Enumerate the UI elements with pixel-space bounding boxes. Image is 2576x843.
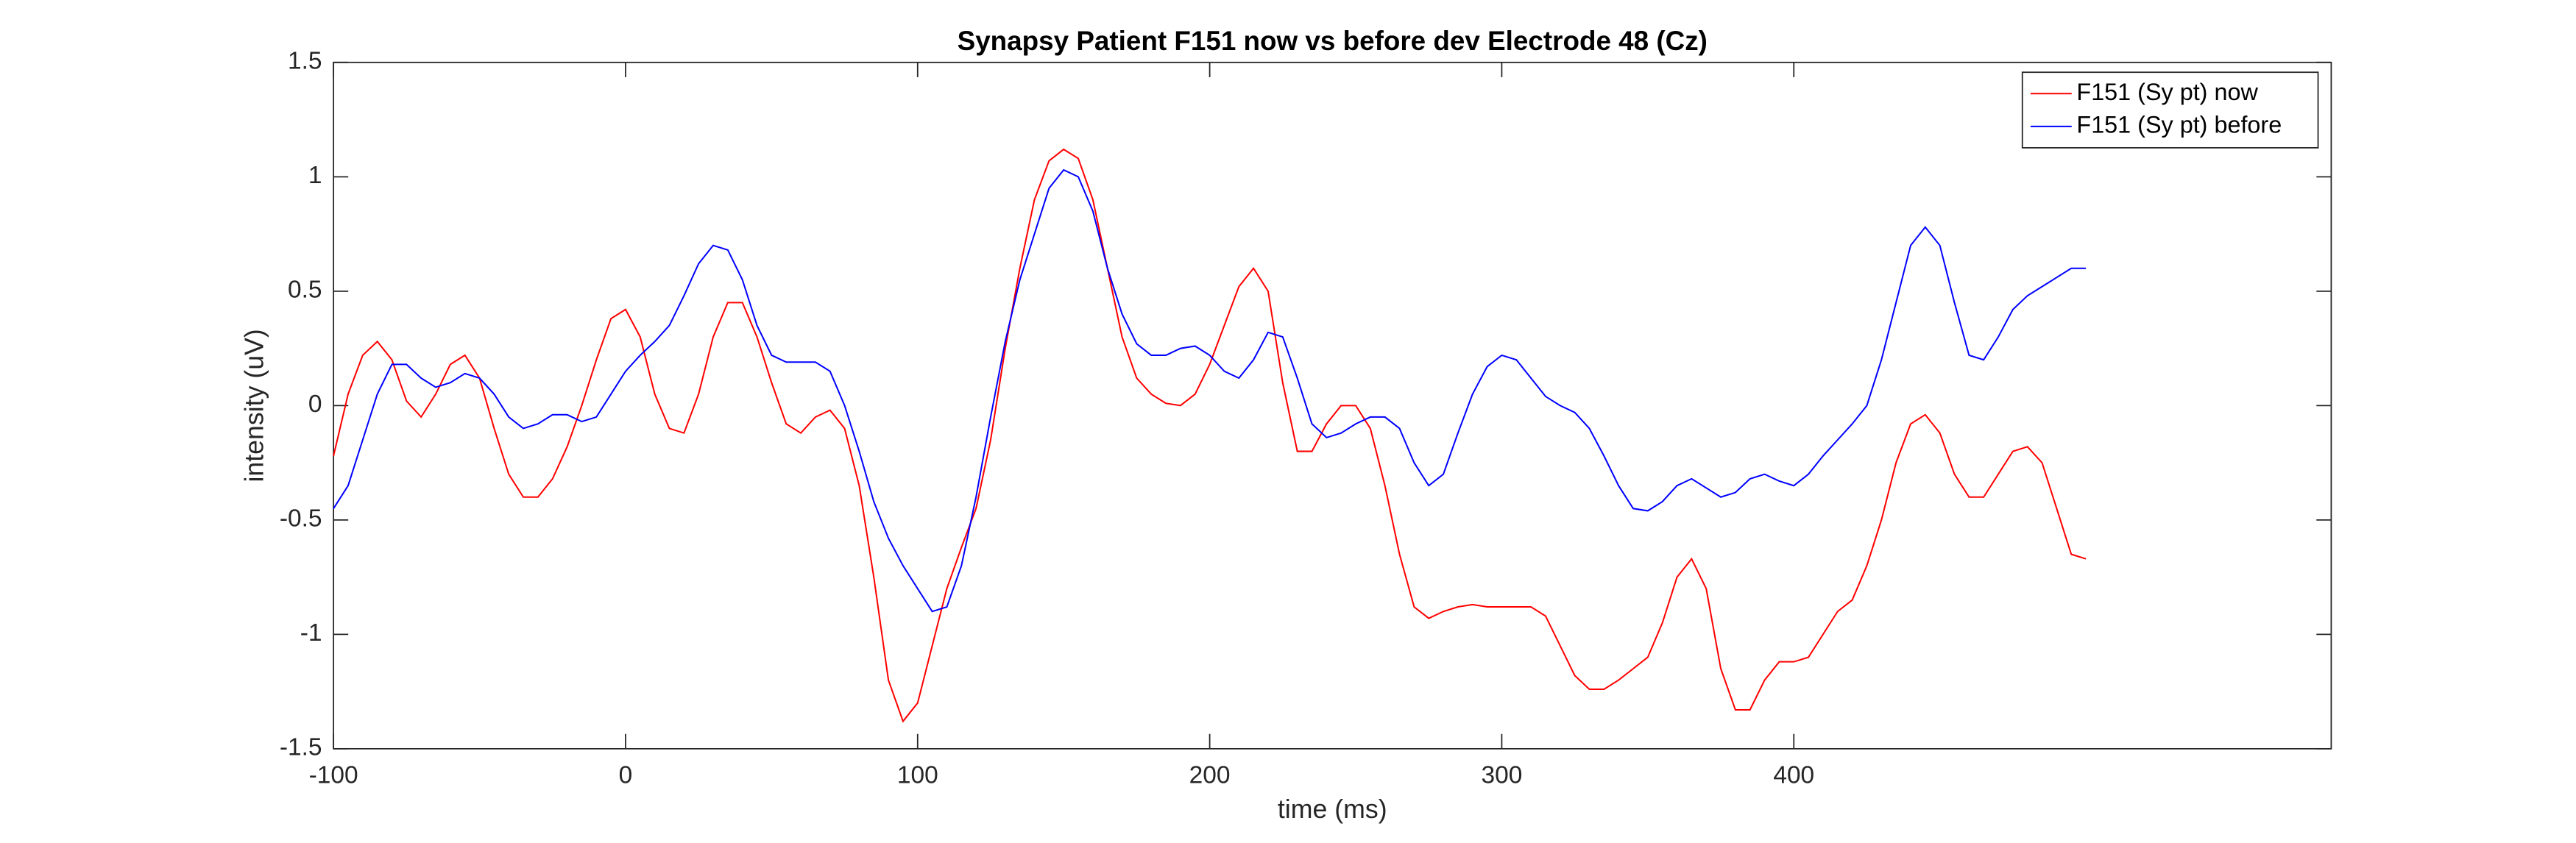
y-tick-label: -0.5 — [280, 505, 322, 533]
y-tick-label: 1 — [308, 162, 322, 189]
x-tick-label: 400 — [1773, 762, 1814, 789]
line-series — [333, 148, 2087, 723]
y-tick-label: 1.5 — [288, 48, 322, 75]
y-tick-label: -1.5 — [280, 734, 322, 761]
y-tick-label: 0.5 — [288, 277, 322, 304]
y-tick-label: -1 — [300, 619, 322, 647]
x-tick-label: -100 — [309, 762, 358, 789]
legend-label: F151 (Sy pt) now — [2076, 79, 2258, 105]
chart-title: Synapsy Patient F151 now vs before dev E… — [958, 26, 1708, 56]
y-axis-label: intensity (uV) — [240, 329, 269, 482]
legend-label: F151 (Sy pt) before — [2076, 111, 2282, 138]
y-tick-label: 0 — [308, 391, 322, 418]
x-axis-label: time (ms) — [1278, 794, 1387, 824]
x-tick-label: 0 — [619, 762, 633, 789]
x-tick-label: 100 — [897, 762, 938, 789]
x-tick-label: 300 — [1482, 762, 1523, 789]
line-series — [333, 168, 2087, 613]
legend-box — [2021, 71, 2319, 149]
plot-frame — [333, 61, 2332, 750]
x-tick-label: 200 — [1189, 762, 1231, 789]
